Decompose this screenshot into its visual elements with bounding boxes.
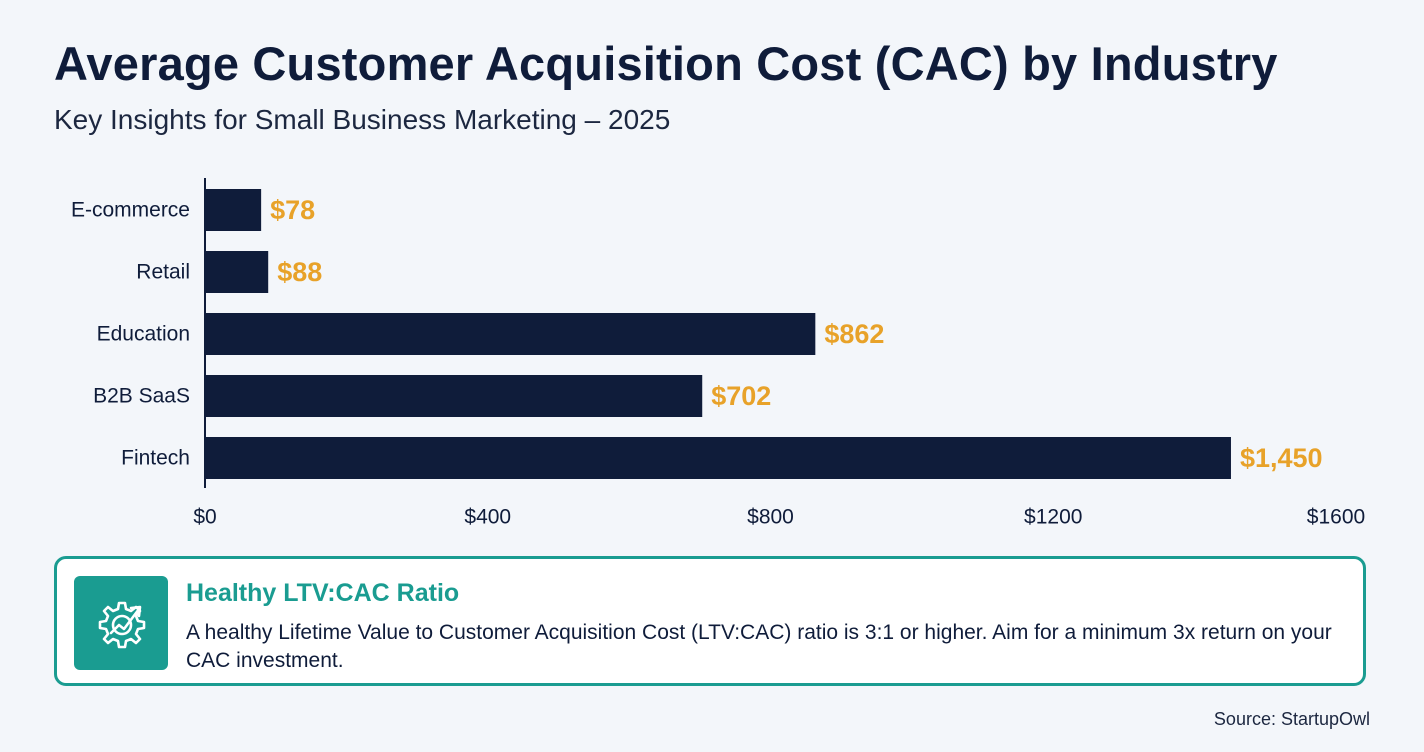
- callout-title: Healthy LTV:CAC Ratio: [186, 579, 460, 607]
- value-label-2: $862: [824, 319, 884, 349]
- bar-chart: E-commerce $78 Retail $88 Education $862 B2B S…: [71, 178, 1365, 529]
- category-label-0: E-commerce: [71, 199, 190, 222]
- bar-0: [206, 189, 262, 231]
- ltv-cac-callout: Healthy LTV:CAC Ratio A healthy Lifetime…: [54, 556, 1366, 686]
- category-label-4: Fintech: [121, 447, 190, 470]
- chart-subtitle: Key Insights for Small Business Marketin…: [54, 104, 671, 135]
- bar-1: [206, 251, 269, 293]
- value-label-3: $702: [711, 381, 771, 411]
- x-tick-label-0: $0: [193, 506, 216, 529]
- bar-3: [206, 375, 703, 417]
- bar-2: [206, 313, 816, 355]
- x-tick-label-1: $400: [464, 506, 511, 529]
- category-label-3: B2B SaaS: [93, 385, 190, 408]
- value-label-0: $78: [270, 195, 315, 225]
- callout-text: A healthy Lifetime Value to Customer Acq…: [186, 621, 1332, 672]
- value-label-4: $1,450: [1240, 443, 1323, 473]
- bar-4: [206, 437, 1231, 479]
- x-tick-label-2: $800: [747, 506, 794, 529]
- category-label-1: Retail: [136, 261, 190, 284]
- gear-growth-arrow-icon: [74, 576, 168, 670]
- x-tick-label-4: $1600: [1307, 506, 1365, 529]
- x-tick-label-3: $1200: [1024, 506, 1082, 529]
- value-label-1: $88: [277, 257, 322, 287]
- chart-title: Average Customer Acquisition Cost (CAC) …: [54, 37, 1278, 90]
- category-label-2: Education: [97, 323, 190, 346]
- source-note: Source: StartupOwl: [1213, 709, 1370, 729]
